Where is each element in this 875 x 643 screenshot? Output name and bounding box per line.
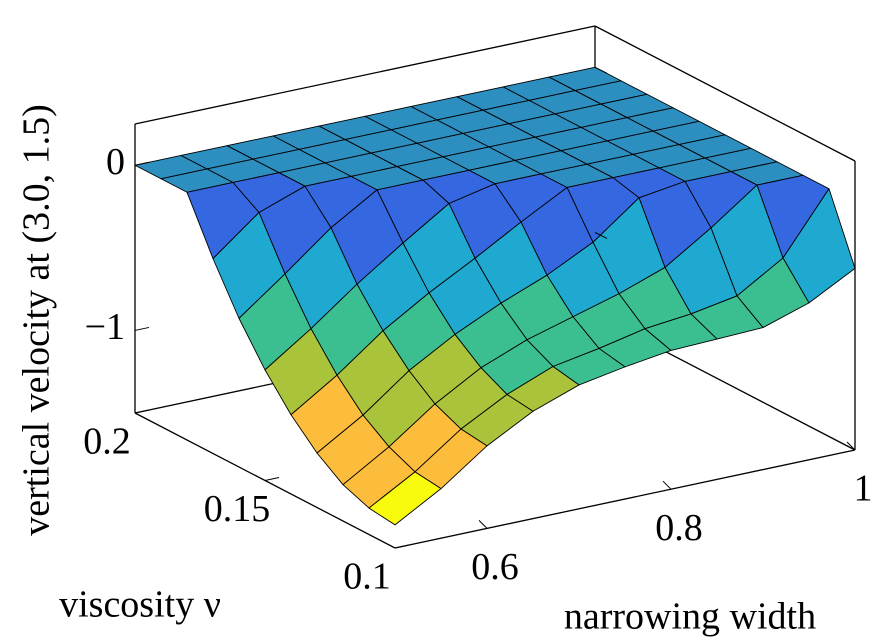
x-tick (662, 480, 672, 490)
z-tick (134, 326, 150, 331)
z-tick-label: −1 (85, 306, 125, 348)
y-axis-label: viscosity ν (59, 584, 221, 626)
z-tick (134, 161, 150, 166)
x-axis-label: narrowing width (564, 596, 816, 638)
surface (134, 66, 856, 526)
box-edge (594, 25, 856, 162)
surface-cell (368, 471, 442, 526)
x-tick-label: 0.8 (655, 507, 703, 549)
y-tick (394, 544, 410, 549)
x-tick-label: 1 (854, 468, 873, 510)
box-edge (134, 25, 596, 125)
z-tick (594, 231, 608, 239)
z-tick-label: 0 (106, 141, 125, 183)
x-tick (478, 520, 488, 529)
y-tick (264, 477, 280, 481)
y-tick (134, 409, 150, 414)
box-edge (394, 449, 856, 549)
y-tick-label: 0.15 (204, 488, 271, 530)
z-axis-label: vertical velocity at (3.0, 1.5) (16, 104, 58, 536)
y-tick-label: 0.1 (343, 556, 391, 598)
x-tick (846, 441, 856, 451)
x-tick-label: 0.6 (471, 546, 519, 588)
y-tick-label: 0.2 (83, 421, 131, 463)
z-tick (594, 66, 608, 74)
